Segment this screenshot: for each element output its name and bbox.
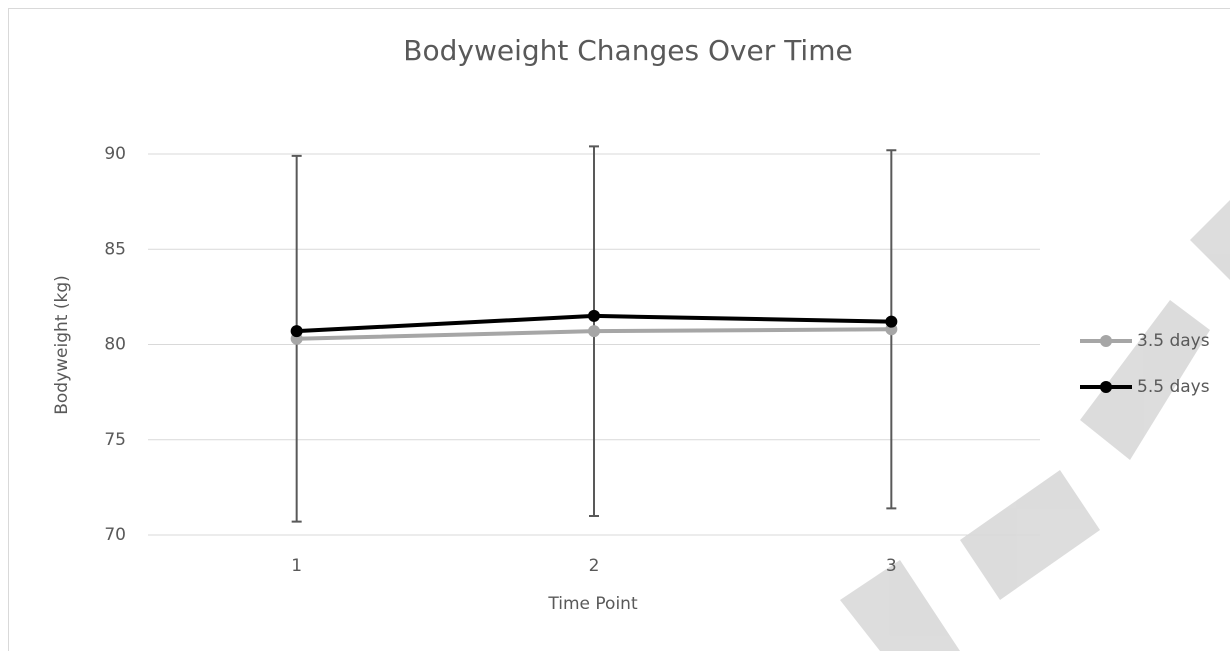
data-point xyxy=(588,309,600,322)
x-tick-label: 2 xyxy=(589,556,600,576)
watermark xyxy=(840,200,1230,651)
x-axis-label: Time Point xyxy=(547,594,638,614)
legend-marker xyxy=(1100,381,1112,393)
chart-frame xyxy=(8,8,1230,651)
legend-label: 5.5 days xyxy=(1137,377,1210,397)
y-tick-label: 80 xyxy=(104,335,126,355)
legend-marker xyxy=(1100,335,1112,347)
chart-title: Bodyweight Changes Over Time xyxy=(403,34,852,67)
y-tick-label: 90 xyxy=(104,144,126,164)
y-tick-label: 85 xyxy=(104,239,126,259)
data-point xyxy=(885,315,898,328)
legend-label: 3.5 days xyxy=(1137,331,1210,351)
x-tick-label: 3 xyxy=(886,556,897,576)
data-point xyxy=(290,325,303,338)
y-tick-label: 75 xyxy=(104,430,126,450)
data-point xyxy=(588,325,600,338)
y-tick-label: 70 xyxy=(104,525,126,545)
y-axis-label: Bodyweight (kg) xyxy=(52,275,72,415)
x-tick-label: 1 xyxy=(291,556,302,576)
